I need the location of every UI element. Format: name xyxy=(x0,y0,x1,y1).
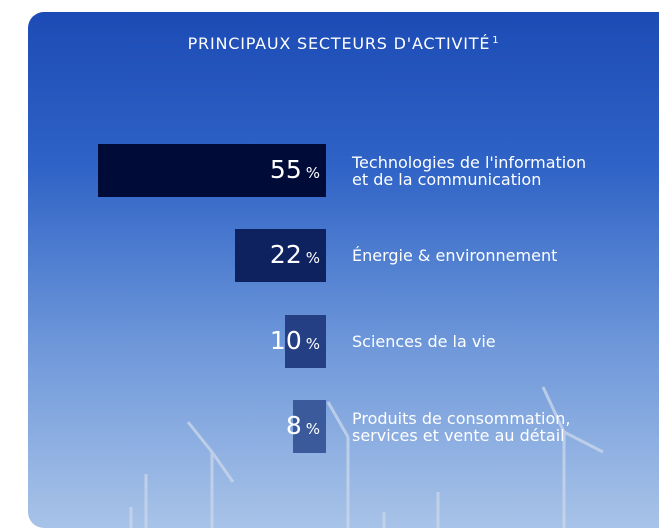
value-unit: % xyxy=(306,249,320,267)
value-label-box: 22% xyxy=(270,240,320,269)
chart-title: PRINCIPAUX SECTEURS D'ACTIVITÉ xyxy=(188,34,491,53)
value-label-box: 8% xyxy=(286,411,320,440)
title-note: 1 xyxy=(492,35,499,46)
category-label: Technologies de l'information et de la c… xyxy=(352,154,586,188)
value-label: 22 xyxy=(270,240,302,269)
value-unit: % xyxy=(306,335,320,353)
value-label: 8 xyxy=(286,411,302,440)
value-label: 10 xyxy=(270,326,302,355)
value-label-box: 10% xyxy=(270,326,320,355)
category-label: Sciences de la vie xyxy=(352,333,496,350)
turbines xyxy=(28,12,659,528)
value-label-box: 55% xyxy=(270,155,320,184)
value-unit: % xyxy=(306,420,320,438)
category-label: Énergie & environnement xyxy=(352,247,557,264)
value-label: 55 xyxy=(270,155,302,184)
value-unit: % xyxy=(306,164,320,182)
category-label: Produits de consommation, services et ve… xyxy=(352,410,570,444)
